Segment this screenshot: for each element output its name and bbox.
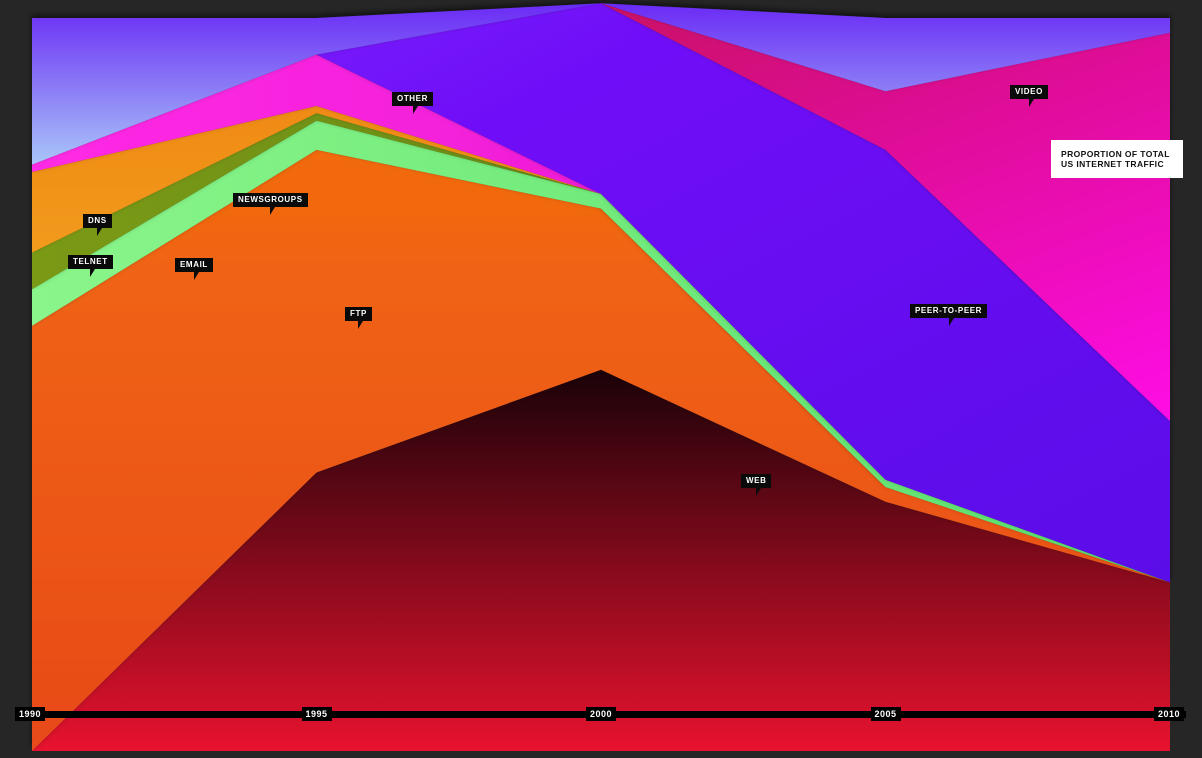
callout-video: VIDEO	[1010, 85, 1048, 107]
callout-telnet: TELNET	[68, 255, 113, 277]
chart-title: PROPORTION OF TOTAL US INTERNET TRAFFIC	[1051, 140, 1183, 178]
area-web	[32, 369, 1170, 751]
callout-peer-to-peer: PEER-TO-PEER	[910, 304, 988, 326]
x-tick-label: 2000	[586, 707, 617, 721]
x-tick-label: 2005	[870, 707, 901, 721]
callout-email: EMAIL	[175, 258, 213, 280]
area-video	[32, 3, 1170, 422]
callout-newsgroups: NEWSGROUPS	[233, 193, 308, 215]
area-ftp	[32, 149, 1170, 751]
x-tick-label: 2010	[1154, 707, 1185, 721]
callout-ftp: FTP	[345, 307, 372, 329]
area-layers	[32, 3, 1170, 751]
area-peer-to-peer	[32, 3, 1170, 583]
callout-web: WEB	[741, 474, 772, 496]
callout-dns: DNS	[83, 214, 112, 236]
x-tick-label: 1995	[301, 707, 332, 721]
x-tick-label: 1990	[15, 707, 46, 721]
callout-other: OTHER	[392, 92, 433, 114]
chart-title-line-2: US INTERNET TRAFFIC	[1061, 159, 1164, 169]
area-other	[32, 3, 1170, 165]
area-dns	[32, 106, 1170, 583]
chart-title-line-1: PROPORTION OF TOTAL	[1061, 149, 1170, 159]
